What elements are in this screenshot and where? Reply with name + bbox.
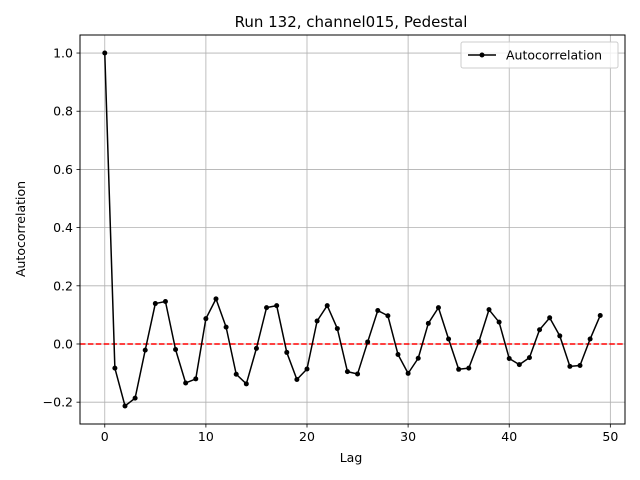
y-tick-label: 0.4 (53, 220, 73, 235)
data-point (294, 376, 300, 382)
data-point (557, 333, 563, 339)
data-point (122, 403, 128, 409)
data-point (223, 324, 229, 330)
data-point (193, 376, 199, 382)
data-point (233, 371, 239, 377)
x-tick-label: 30 (400, 429, 416, 444)
y-tick-label: −0.2 (43, 395, 73, 410)
data-point (183, 380, 189, 386)
data-point (395, 351, 401, 357)
data-point (142, 347, 148, 353)
y-tick-label: 0.6 (53, 162, 73, 177)
data-point (506, 356, 512, 362)
x-tick-label: 0 (101, 429, 109, 444)
data-point (132, 395, 138, 401)
data-point (496, 319, 502, 325)
data-point (203, 316, 209, 322)
data-point (264, 305, 270, 311)
chart-title: Run 132, channel015, Pedestal (235, 13, 468, 31)
data-point (102, 50, 108, 56)
data-point (597, 312, 603, 318)
data-point (516, 362, 522, 368)
series-group (102, 50, 603, 409)
x-tick-label: 20 (299, 429, 315, 444)
data-point (284, 349, 290, 355)
data-point (466, 365, 472, 371)
data-point (567, 363, 573, 369)
data-point (456, 366, 462, 372)
data-point (385, 313, 391, 319)
data-point (425, 320, 431, 326)
legend-marker-sample (479, 52, 485, 58)
data-point (213, 296, 219, 302)
data-point (526, 355, 532, 361)
plot-frame (79, 34, 626, 425)
data-point (476, 339, 482, 345)
y-tick-label: 1.0 (53, 46, 73, 61)
x-tick-label: 40 (501, 429, 517, 444)
data-point (324, 303, 330, 309)
axis-ticks: 0 10 20 30 40 50 −0.2 0.0 0.2 0.4 0.6 0.8 1.0 (43, 46, 619, 444)
data-point (365, 339, 371, 345)
data-point (355, 371, 361, 377)
x-tick-label: 50 (602, 429, 618, 444)
data-point (314, 318, 320, 324)
data-point (587, 336, 593, 342)
data-point (243, 381, 249, 387)
data-point (112, 365, 118, 371)
legend: Autocorrelation (460, 41, 619, 69)
data-point (344, 369, 350, 375)
y-tick-label: 0.0 (53, 336, 73, 351)
y-tick-label: 0.8 (53, 104, 73, 119)
data-point (537, 327, 543, 333)
data-point (152, 301, 158, 307)
data-point (446, 336, 452, 342)
y-tick-label: 0.2 (53, 278, 73, 293)
data-point (162, 299, 168, 305)
data-point (375, 308, 381, 314)
legend-label: Autocorrelation (506, 48, 602, 63)
y-axis-label: Autocorrelation (13, 181, 28, 277)
x-tick-label: 10 (198, 429, 214, 444)
data-point (547, 315, 553, 321)
data-point (435, 305, 441, 311)
data-point (577, 363, 583, 369)
data-point (173, 347, 179, 353)
data-point (415, 355, 421, 361)
data-point (253, 345, 259, 351)
data-point (334, 326, 340, 332)
data-point (405, 370, 411, 376)
x-axis-label: Lag (340, 450, 363, 465)
data-point (486, 307, 492, 313)
data-point (274, 303, 280, 309)
legend-box (460, 41, 619, 69)
data-point (304, 366, 310, 372)
